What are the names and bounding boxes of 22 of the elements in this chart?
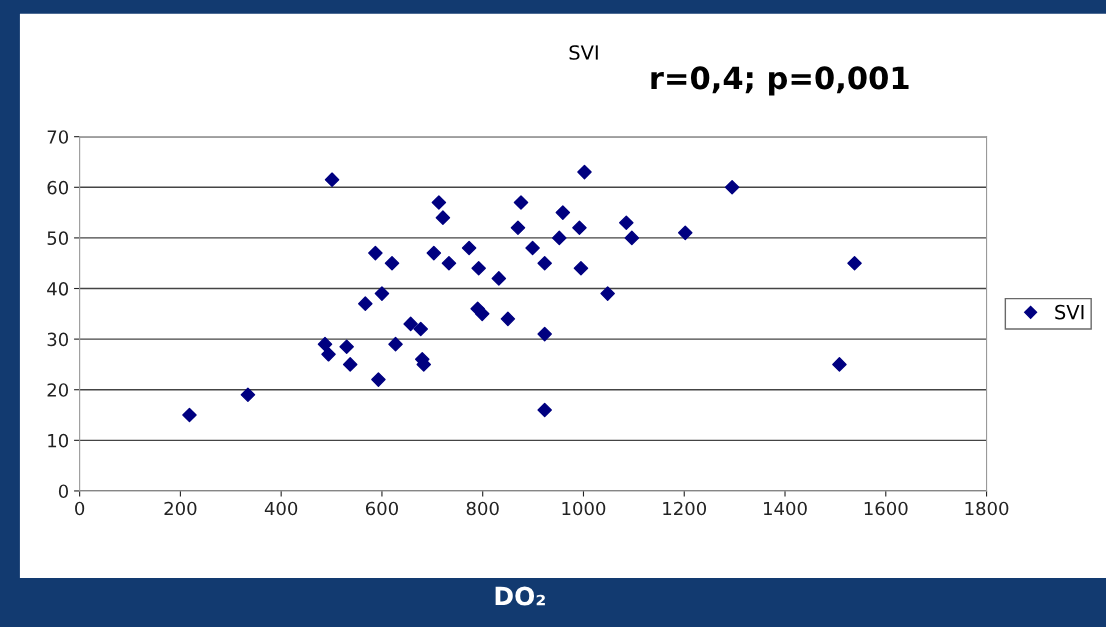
y-tick-label: 50: [47, 231, 69, 246]
y-tick-label: 10: [48, 433, 69, 448]
x-tick-label: 400: [264, 501, 298, 516]
x-tick-label: 1800: [965, 501, 1009, 516]
x-tick-label: 1000: [562, 501, 606, 516]
x-axis-title: DO₂: [495, 586, 545, 606]
x-tick-label: 1200: [663, 501, 707, 516]
y-tick-label: 0: [58, 484, 69, 499]
legend-label: SVI: [1055, 304, 1084, 320]
x-tick-label: 800: [466, 501, 499, 516]
x-tick-label: 1600: [864, 501, 908, 516]
y-tick-label: 60: [47, 180, 69, 195]
x-tick-label: 0: [75, 501, 85, 516]
x-tick-label: 600: [365, 501, 398, 516]
y-tick-label: 20: [47, 383, 69, 397]
y-tick-label: 70: [47, 130, 69, 144]
x-tick-label: 1400: [764, 501, 807, 516]
text: r=0,4; p=0,001: [651, 66, 909, 96]
y-tick-label: 40: [47, 281, 69, 296]
x-tick-label: 200: [164, 501, 197, 516]
y-tick-label: 30: [47, 332, 69, 347]
chart-title: SVI: [569, 45, 598, 60]
